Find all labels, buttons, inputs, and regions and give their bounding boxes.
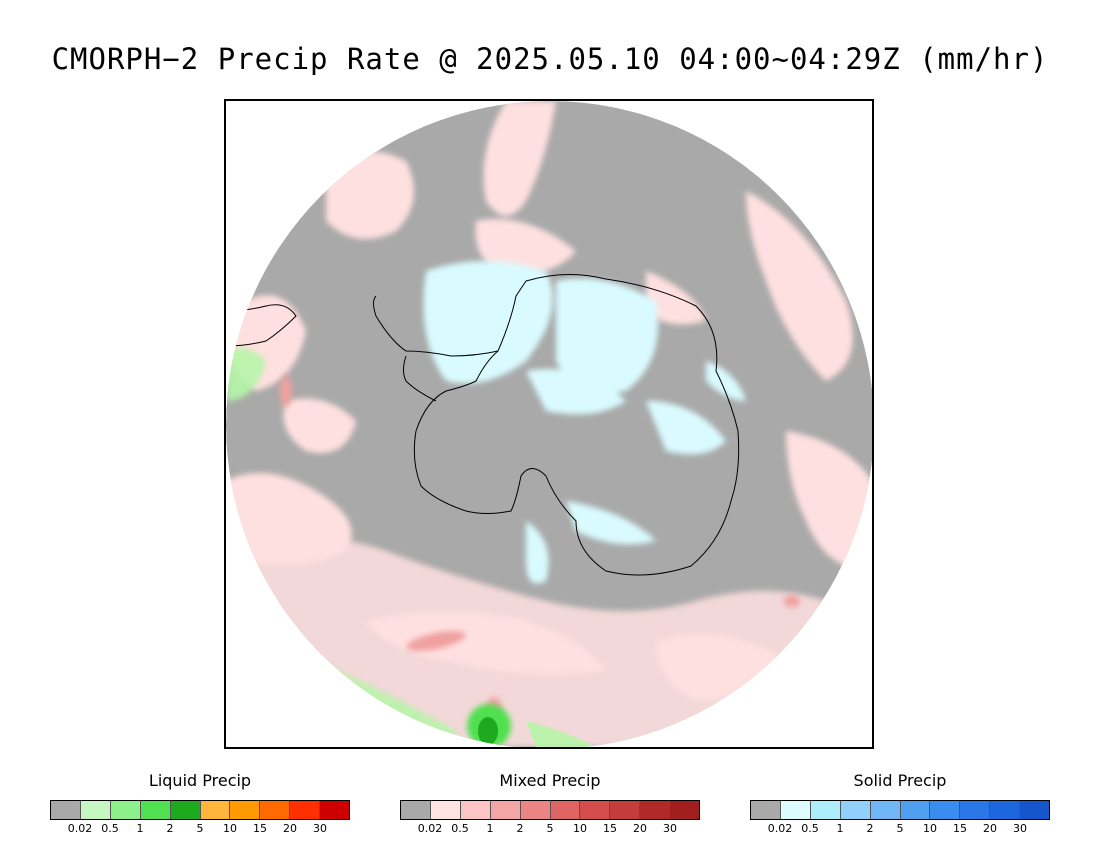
legend-swatch (990, 801, 1021, 819)
legend-title-solid: Solid Precip (853, 771, 947, 790)
legend-swatch (80, 801, 111, 819)
legend-tick-label: 20 (633, 822, 647, 835)
legend-tick-label: 0.02 (67, 822, 93, 835)
legend-title-liquid: Liquid Precip (148, 771, 252, 790)
precip-field (226, 101, 872, 747)
map-frame (224, 99, 874, 749)
legend-bar-mixed (400, 800, 700, 820)
legend-swatch (670, 801, 700, 819)
legend-tick-label: 0.5 (101, 822, 119, 835)
legend-tick-label: 20 (983, 822, 997, 835)
legend-tick-label: 30 (1013, 822, 1027, 835)
legend-swatch (170, 801, 201, 819)
legend-swatch (840, 801, 871, 819)
legend-swatch (290, 801, 321, 819)
legend-tick-label: 0.5 (451, 822, 469, 835)
polar-map (226, 101, 872, 747)
legend-tick-label: 15 (603, 822, 617, 835)
legend-tick-label: 15 (253, 822, 267, 835)
antarctic-peninsula (373, 295, 499, 402)
legend-swatch (320, 801, 350, 819)
legend-swatch (51, 801, 81, 819)
legend-swatch (401, 801, 431, 819)
legend-swatch (230, 801, 261, 819)
antarctica-coastline (413, 274, 740, 576)
legend-ticks-solid: 0.02 0.5 1 2 5 10 15 20 30 (750, 822, 1050, 836)
legend-swatch (960, 801, 991, 819)
legend-swatch (430, 801, 461, 819)
legend-swatch (610, 801, 641, 819)
legend-swatch (260, 801, 291, 819)
legend-tick-label: 2 (866, 822, 874, 835)
legend-tick-label: 10 (573, 822, 587, 835)
legend-tick-label: 5 (546, 822, 554, 835)
legend-tick-label: 5 (896, 822, 904, 835)
legend-swatch (780, 801, 811, 819)
legend-swatch (490, 801, 521, 819)
legend-swatch (140, 801, 171, 819)
legend-swatch (870, 801, 901, 819)
legend-swatch (200, 801, 231, 819)
legend-tick-label: 30 (663, 822, 677, 835)
legend-tick-label: 30 (313, 822, 327, 835)
legend-tick-label: 0.02 (767, 822, 793, 835)
legend-bar-solid (750, 800, 1050, 820)
legend-tick-label: 5 (196, 822, 204, 835)
legend-swatch (110, 801, 141, 819)
legend-ticks-liquid: 0.02 0.5 1 2 5 10 15 20 30 (50, 822, 350, 836)
legend-swatch (550, 801, 581, 819)
legend-title-mixed: Mixed Precip (499, 771, 601, 790)
legend-tick-label: 15 (953, 822, 967, 835)
legend-tick-label: 0.02 (417, 822, 443, 835)
legend-tick-label: 1 (486, 822, 494, 835)
legend-tick-label: 2 (516, 822, 524, 835)
legend-ticks-mixed: 0.02 0.5 1 2 5 10 15 20 30 (400, 822, 700, 836)
legend-mixed: Mixed Precip 0.02 0.5 1 2 5 10 15 20 30 (400, 770, 700, 836)
legend-liquid: Liquid Precip 0.02 0.5 1 2 5 10 15 20 30 (50, 770, 350, 836)
legend-tick-label: 2 (166, 822, 174, 835)
legend-bar-liquid (50, 800, 350, 820)
legend-swatch (900, 801, 931, 819)
south-america-outline (226, 304, 297, 347)
legend-swatch (520, 801, 551, 819)
map-title: CMORPH−2 Precip Rate @ 2025.05.10 04:00~… (51, 42, 1049, 76)
legend-tick-label: 20 (283, 822, 297, 835)
legend-swatch (930, 801, 961, 819)
solid-precip-regions (423, 261, 746, 584)
legend-swatch (751, 801, 781, 819)
legend-swatch (640, 801, 671, 819)
legend-tick-label: 1 (136, 822, 144, 835)
legend-tick-label: 0.5 (801, 822, 819, 835)
legend-tick-label: 1 (836, 822, 844, 835)
legend-swatch (810, 801, 841, 819)
legend-tick-label: 10 (923, 822, 937, 835)
legend-swatch (460, 801, 491, 819)
legend-tick-label: 10 (223, 822, 237, 835)
legend-swatch (580, 801, 611, 819)
legend-swatch (1020, 801, 1050, 819)
legend-solid: Solid Precip 0.02 0.5 1 2 5 10 15 20 30 (750, 770, 1050, 836)
